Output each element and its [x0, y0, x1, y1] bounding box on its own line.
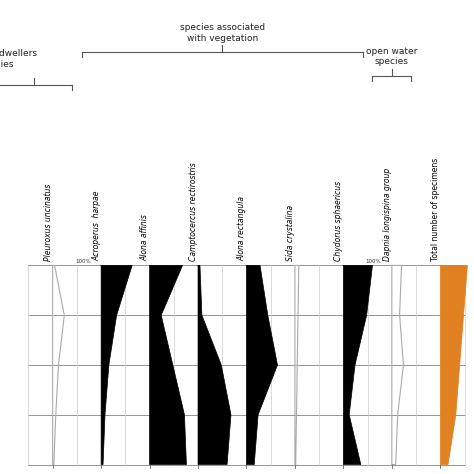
Text: n-dwellers
ecies: n-dwellers ecies [0, 49, 37, 69]
Text: 100%: 100% [365, 259, 381, 264]
Text: open water
species: open water species [366, 47, 418, 66]
Text: Pleuroxus uncinatus: Pleuroxus uncinatus [44, 183, 53, 261]
Text: 100%: 100% [75, 259, 91, 264]
Polygon shape [150, 265, 186, 465]
Polygon shape [343, 265, 373, 465]
Text: Alona rectangula: Alona rectangula [237, 196, 246, 261]
Text: species associated
with vegetation: species associated with vegetation [180, 23, 265, 43]
Polygon shape [198, 265, 231, 465]
Text: Sida crystalina: Sida crystalina [286, 205, 295, 261]
Polygon shape [246, 265, 277, 465]
Text: Acroperus  harpae: Acroperus harpae [92, 190, 101, 261]
Text: Total number of specimens: Total number of specimens [431, 157, 440, 261]
Text: Chydorus sphaericus: Chydorus sphaericus [334, 181, 343, 261]
Text: Dapnia longispina group: Dapnia longispina group [383, 167, 392, 261]
Text: Alona affinis: Alona affinis [141, 214, 150, 261]
Polygon shape [101, 265, 132, 465]
Polygon shape [440, 265, 467, 465]
Text: Camptocercus rectirostris: Camptocercus rectirostris [189, 162, 198, 261]
